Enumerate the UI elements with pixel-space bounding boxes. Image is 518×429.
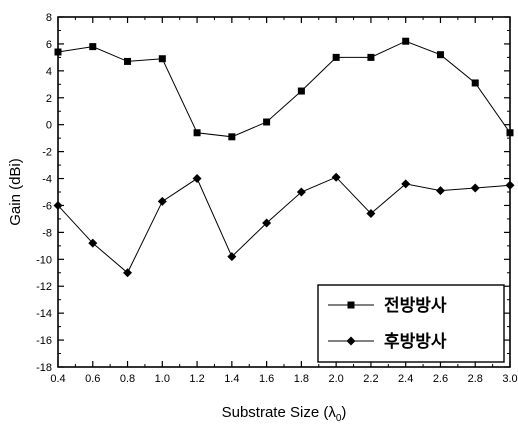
x-tick-label: 2.6 <box>433 373 448 385</box>
y-tick-label: 6 <box>46 39 52 51</box>
data-point <box>471 79 479 87</box>
x-tick-label: 1.0 <box>155 373 170 385</box>
y-tick-label: -6 <box>42 200 52 212</box>
data-point <box>124 57 132 65</box>
data-point <box>367 53 375 61</box>
y-tick-label: -8 <box>42 227 52 239</box>
x-tick-label: 2.4 <box>398 373 413 385</box>
data-point <box>227 252 237 262</box>
data-point <box>158 55 166 63</box>
y-tick-label: 4 <box>46 66 52 78</box>
y-tick-label: -14 <box>36 308 52 320</box>
y-tick-label: 0 <box>46 120 52 132</box>
x-tick-label: 1.4 <box>224 373 239 385</box>
x-tick-label: 2.2 <box>363 373 378 385</box>
x-tick-label: 0.6 <box>85 373 100 385</box>
y-tick-label: -16 <box>36 335 52 347</box>
y-tick-label: -4 <box>42 174 52 186</box>
x-tick-label: 0.4 <box>50 373 65 385</box>
data-point <box>88 238 98 248</box>
x-tick-label: 2.0 <box>329 373 344 385</box>
y-tick-label: -10 <box>36 254 52 266</box>
data-point <box>435 186 445 196</box>
data-point <box>366 209 376 219</box>
data-point <box>228 133 236 141</box>
x-tick-label: 1.2 <box>189 373 204 385</box>
series-layer <box>53 37 515 278</box>
data-point <box>263 118 271 126</box>
y-tick-label: -2 <box>42 147 52 159</box>
legend-label: 전방방사 <box>384 296 447 316</box>
data-point <box>296 187 306 197</box>
series-2 <box>53 172 515 278</box>
data-point <box>332 53 340 61</box>
plot-frame <box>57 16 511 368</box>
legend-item-1: 전방방사 <box>328 296 447 316</box>
series-1 <box>54 37 514 141</box>
x-tick-label: 3.0 <box>502 373 517 385</box>
legend-box <box>317 284 505 363</box>
data-point <box>331 172 341 182</box>
x-axis-title-subscript: 0 <box>336 413 342 424</box>
tick-labels: 0.4 0.6 0.8 1.0 1.2 1.4 1.6 1.8 2.0 2.2 2.4 2.6 2.8 3… <box>36 12 518 385</box>
data-point <box>157 196 167 206</box>
data-point <box>401 179 411 189</box>
x-tick-label: 1.6 <box>259 373 274 385</box>
data-point <box>193 129 201 137</box>
y-tick-label: -12 <box>36 281 52 293</box>
x-tick-label: 0.8 <box>120 373 135 385</box>
legend-marker <box>346 336 356 346</box>
legend-item-2: 후방방사 <box>328 331 447 352</box>
data-point <box>436 51 444 59</box>
data-point <box>192 174 202 184</box>
data-point <box>123 268 133 278</box>
x-axis-title-main: Substrate Size (λ <box>222 404 337 421</box>
data-point <box>402 37 410 45</box>
x-axis-title-close: ) <box>341 404 346 421</box>
data-point <box>262 218 272 228</box>
y-tick-label: -18 <box>36 362 52 374</box>
data-point <box>297 87 305 95</box>
series-line <box>57 176 511 274</box>
y-tick-label: 8 <box>46 12 52 24</box>
data-point <box>470 183 480 193</box>
x-tick-label: 1.8 <box>294 373 309 385</box>
legend-label: 후방방사 <box>384 331 447 352</box>
series-line <box>57 40 511 138</box>
x-tick-label: 2.8 <box>468 373 483 385</box>
y-axis-title: Gain (dBi) <box>7 158 24 226</box>
data-point <box>89 43 97 51</box>
y-tick-label: 2 <box>46 93 52 105</box>
x-axis-title: Substrate Size (λ0) <box>222 404 347 424</box>
axis-ticks <box>57 16 511 368</box>
legend-marker <box>347 301 355 309</box>
